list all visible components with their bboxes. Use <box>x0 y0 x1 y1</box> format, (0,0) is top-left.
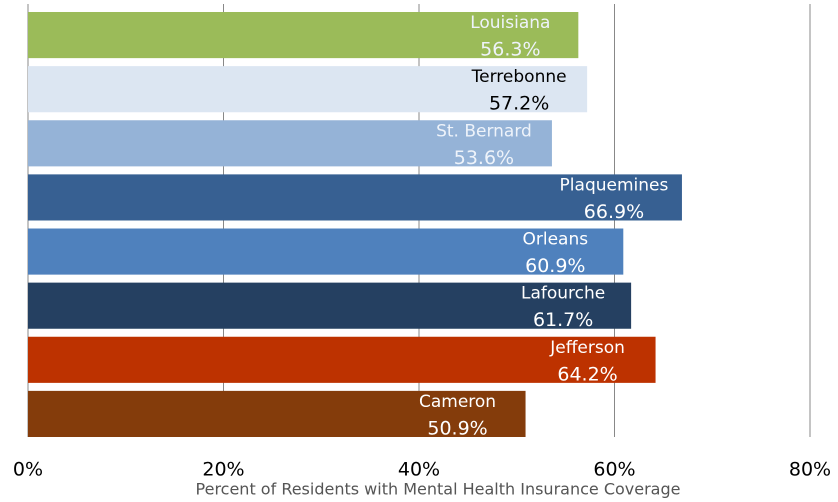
x-tick-label: 80% <box>789 459 831 481</box>
bar-value-label: 60.9% <box>525 255 585 277</box>
bar-category-label: St. Bernard <box>436 121 532 141</box>
bar-category-label: Louisiana <box>470 13 550 33</box>
bar-value-label: 61.7% <box>533 309 593 331</box>
bar <box>28 228 624 275</box>
x-tick-label: 40% <box>398 459 440 481</box>
x-tick-label: 20% <box>202 459 244 481</box>
bar-value-label: 56.3% <box>480 39 540 61</box>
bar-category-label: Jefferson <box>549 338 625 358</box>
x-tick-label: 60% <box>593 459 635 481</box>
bar-category-label: Terrebonne <box>471 67 567 87</box>
bar-value-label: 57.2% <box>489 93 549 115</box>
bar <box>28 174 682 221</box>
bar-value-label: 50.9% <box>427 417 487 439</box>
bar-category-label: Cameron <box>419 392 496 412</box>
bar <box>28 12 579 59</box>
bar <box>28 66 588 113</box>
x-axis-title: Percent of Residents with Mental Health … <box>196 480 681 499</box>
bar-value-label: 66.9% <box>584 201 644 223</box>
bar-value-label: 53.6% <box>454 147 514 169</box>
bar-value-label: 64.2% <box>557 363 617 385</box>
x-tick-label: 0% <box>13 459 43 481</box>
bar <box>28 120 552 167</box>
bar <box>28 390 526 437</box>
bar-category-label: Lafourche <box>521 284 605 304</box>
bar-category-label: Plaquemines <box>560 175 669 195</box>
bar-category-label: Orleans <box>522 230 588 250</box>
bar <box>28 336 656 383</box>
bar <box>28 282 632 329</box>
